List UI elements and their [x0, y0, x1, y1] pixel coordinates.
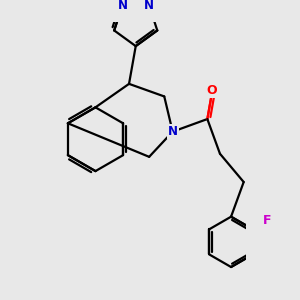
Text: O: O: [206, 84, 217, 98]
Text: N: N: [117, 0, 128, 12]
Text: N: N: [168, 125, 178, 138]
Text: F: F: [263, 214, 272, 227]
Text: N: N: [144, 0, 154, 12]
